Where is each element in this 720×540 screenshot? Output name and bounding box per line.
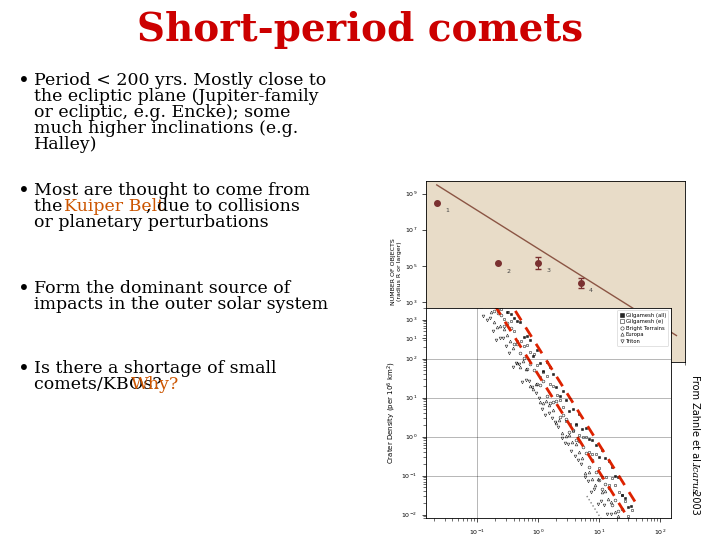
Text: Pluto: Pluto [648, 343, 665, 349]
Triton [502, 343, 510, 349]
Triton [567, 448, 576, 454]
Gilgamesh (e) [503, 309, 512, 316]
Line: Bright Terrains: Bright Terrains [444, 224, 639, 540]
Text: 4: 4 [589, 288, 593, 293]
Text: the ecliptic plane (Jupiter-family: the ecliptic plane (Jupiter-family [34, 88, 319, 105]
Gilgamesh (all) [559, 388, 567, 394]
Gilgamesh (e) [631, 517, 639, 523]
Text: the: the [34, 198, 68, 215]
Line: Europa: Europa [446, 247, 642, 540]
Gilgamesh (e) [438, 212, 446, 218]
Text: 2: 2 [506, 269, 510, 274]
Text: Kuiper Belt: Kuiper Belt [64, 198, 163, 215]
Text: or planetary perturbations: or planetary perturbations [34, 214, 269, 231]
Text: From Zahnle et al.: From Zahnle et al. [690, 375, 700, 467]
Text: Form the dominant source of: Form the dominant source of [34, 280, 290, 297]
Text: •: • [18, 360, 30, 379]
Europa [509, 345, 518, 352]
Europa [564, 432, 573, 438]
Text: •: • [18, 280, 30, 299]
Text: 2003: 2003 [690, 487, 700, 515]
Triton [446, 252, 455, 258]
Gilgamesh (e) [487, 285, 495, 291]
Gilgamesh (all) [470, 244, 479, 250]
Bright Terrains [441, 222, 449, 229]
Line: Triton: Triton [449, 254, 644, 540]
Triton [495, 335, 504, 341]
Triton [512, 360, 521, 366]
Text: Is there a shortage of small: Is there a shortage of small [34, 360, 276, 377]
Gilgamesh (all) [627, 503, 636, 509]
Europa [506, 338, 515, 345]
Europa [477, 302, 485, 309]
Gilgamesh (e) [471, 258, 480, 265]
Text: •: • [18, 72, 30, 91]
Bright Terrains [562, 416, 570, 422]
Text: 1: 1 [445, 208, 449, 213]
Line: Gilgamesh (all): Gilgamesh (all) [437, 194, 633, 508]
Text: , due to collisions: , due to collisions [145, 198, 300, 215]
Text: Icarus: Icarus [690, 462, 699, 494]
Triton [508, 364, 517, 370]
Text: impacts in the outer solar system: impacts in the outer solar system [34, 296, 328, 313]
Text: or ecliptic, e.g. Encke); some: or ecliptic, e.g. Encke); some [34, 104, 290, 121]
Bright Terrains [490, 308, 499, 314]
Text: •: • [18, 182, 30, 201]
Text: much higher inclinations (e.g.: much higher inclinations (e.g. [34, 120, 298, 137]
Gilgamesh (e) [559, 404, 567, 410]
Gilgamesh (e) [493, 307, 502, 313]
Bright Terrains [474, 280, 482, 286]
Legend: Gilgamesh (all), Gilgamesh (e), Bright Terrains, Europa, Triton: Gilgamesh (all), Gilgamesh (e), Bright T… [617, 310, 668, 346]
Text: New Solar System: New Solar System [513, 366, 638, 379]
Gilgamesh (all) [493, 287, 502, 294]
Europa [499, 326, 508, 333]
Gilgamesh (all) [438, 192, 446, 198]
Bright Terrains [506, 325, 515, 331]
Text: Why?: Why? [131, 376, 179, 393]
Text: From Weissmann,: From Weissmann, [431, 366, 553, 379]
X-axis label: RADIUS OF OBJECT (kilometers): RADIUS OF OBJECT (kilometers) [501, 383, 611, 389]
Gilgamesh (all) [624, 504, 632, 510]
Gilgamesh (all) [487, 279, 495, 286]
Text: comets/KBOs?: comets/KBOs? [34, 376, 167, 393]
Gilgamesh (all) [434, 194, 443, 201]
Y-axis label: Crater Density (per $10^6$ km$^2$): Crater Density (per $10^6$ km$^2$) [386, 362, 398, 464]
Text: 3: 3 [546, 268, 550, 273]
Text: Short-period comets: Short-period comets [137, 11, 583, 49]
Y-axis label: NUMBER OF OBJECTS
(radius R or larger): NUMBER OF OBJECTS (radius R or larger) [391, 238, 402, 305]
Bright Terrains [497, 312, 505, 319]
Gilgamesh (all) [500, 295, 508, 301]
Gilgamesh (all) [503, 309, 512, 315]
Triton [479, 313, 487, 320]
Text: Most are thought to come from: Most are thought to come from [34, 182, 310, 199]
Bright Terrains [503, 320, 512, 326]
Europa [492, 323, 501, 330]
Gilgamesh (e) [500, 316, 508, 322]
Text: Halley): Halley) [34, 136, 97, 153]
Line: Gilgamesh (e): Gilgamesh (e) [441, 213, 636, 521]
Europa [444, 245, 452, 252]
Text: Period < 200 yrs. Mostly close to: Period < 200 yrs. Mostly close to [34, 72, 326, 89]
